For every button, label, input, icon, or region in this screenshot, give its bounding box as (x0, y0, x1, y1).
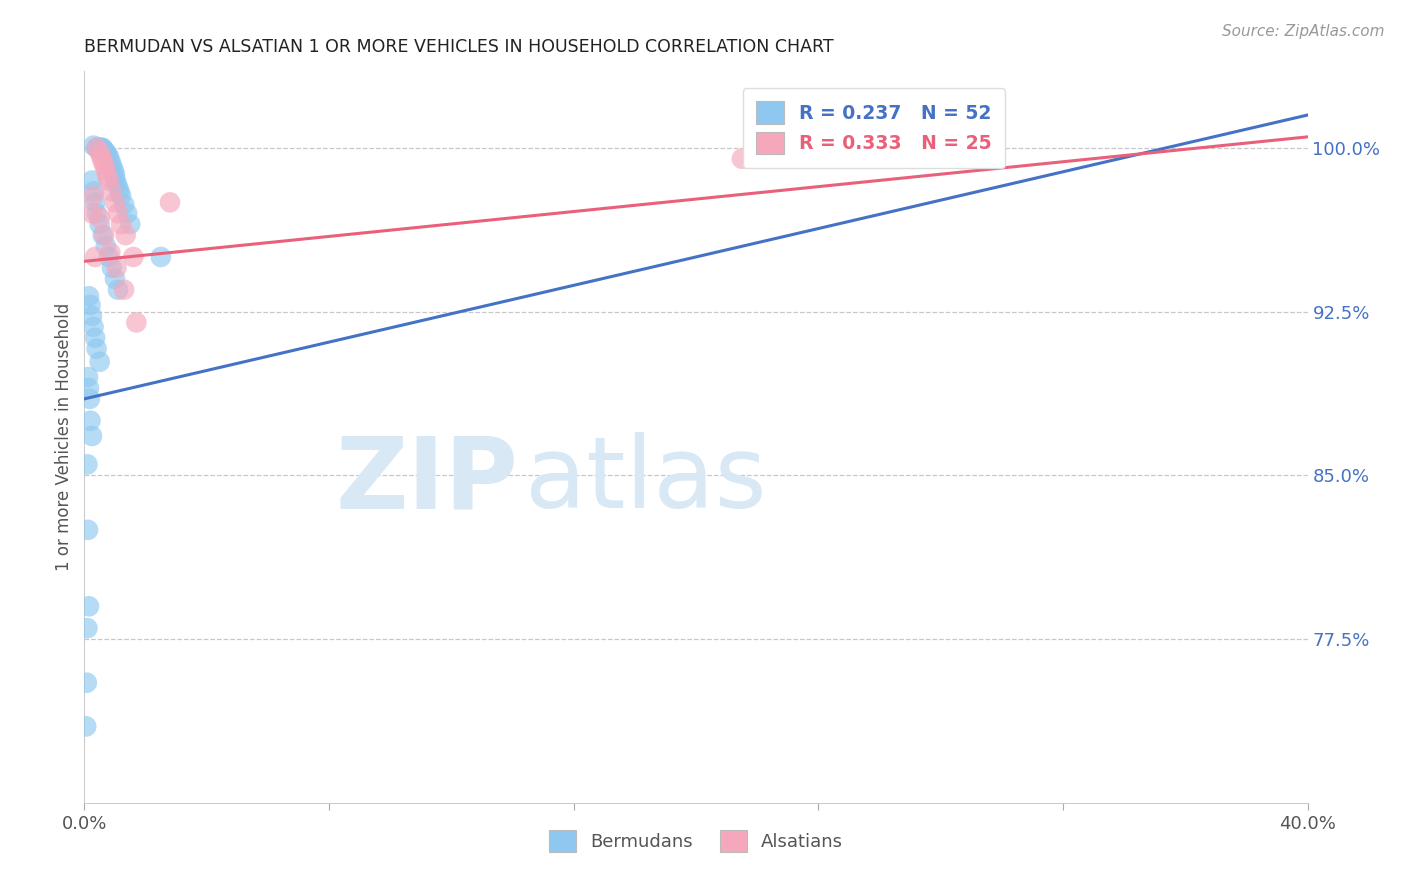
Point (89, 355, 111, 369)
Point (89, 141, 111, 155)
Point (80, 206, 103, 220)
Point (98, 245, 121, 260)
Point (94, 145, 117, 160)
Point (120, 217, 142, 231)
Point (107, 206, 129, 220)
Point (86, 141, 108, 155)
Point (110, 217, 132, 231)
Text: BERMUDAN VS ALSATIAN 1 OR MORE VEHICLES IN HOUSEHOLD CORRELATION CHART: BERMUDAN VS ALSATIAN 1 OR MORE VEHICLES … (84, 38, 834, 56)
Point (105, 260, 128, 275)
Point (91, 228, 114, 243)
Point (101, 158, 124, 172)
Point (76, 675, 98, 690)
Point (89, 217, 111, 231)
Point (84, 331, 107, 345)
Point (125, 315, 148, 329)
Point (112, 283, 135, 297)
Point (86, 141, 108, 155)
Point (93, 143, 115, 157)
Point (104, 195, 127, 210)
Point (94, 239, 117, 253)
Text: ZIP: ZIP (336, 433, 519, 530)
Point (114, 228, 136, 243)
Point (77, 381, 100, 395)
Point (104, 272, 127, 286)
Point (110, 189, 132, 203)
Point (91, 153, 114, 168)
Point (93, 158, 115, 172)
Text: Source: ZipAtlas.com: Source: ZipAtlas.com (1222, 24, 1385, 39)
Point (108, 185, 131, 199)
Point (80, 429, 103, 443)
Text: atlas: atlas (524, 433, 766, 530)
Point (97, 173, 120, 187)
Point (89, 145, 111, 160)
Point (101, 260, 124, 275)
Point (79, 392, 101, 406)
Point (79, 414, 101, 428)
Point (84, 195, 107, 210)
Point (159, 195, 181, 210)
Point (86, 342, 108, 356)
Point (104, 167, 127, 181)
Point (84, 250, 107, 264)
Point (77, 370, 100, 384)
Point (77, 599, 100, 614)
Y-axis label: 1 or more Vehicles in Household: 1 or more Vehicles in Household (55, 303, 73, 571)
Point (91, 141, 114, 155)
Point (93, 228, 115, 243)
Point (83, 189, 105, 203)
Point (83, 138, 105, 153)
Point (105, 176, 128, 190)
Point (103, 162, 125, 177)
Point (90, 141, 112, 155)
Point (79, 298, 101, 312)
Point (96, 169, 118, 183)
Point (97, 149, 120, 163)
Point (83, 185, 105, 199)
Point (107, 283, 129, 297)
Point (115, 206, 138, 220)
Point (77, 523, 100, 537)
Point (107, 180, 129, 194)
Point (86, 206, 108, 220)
Point (76, 621, 98, 635)
Point (101, 185, 124, 199)
Point (89, 211, 111, 225)
Point (80, 309, 103, 323)
Point (112, 197, 135, 211)
Point (90, 149, 112, 163)
Point (76, 458, 98, 472)
Legend: Bermudans, Alsatians: Bermudans, Alsatians (541, 823, 851, 860)
Point (149, 250, 172, 264)
Point (731, 152, 754, 166)
Point (77, 289, 100, 303)
Point (104, 171, 127, 186)
Point (89, 141, 111, 155)
Point (98, 153, 121, 168)
Point (80, 173, 103, 187)
Point (122, 250, 145, 264)
Point (75, 719, 97, 733)
Point (94, 162, 117, 177)
Point (96, 147, 118, 161)
Point (83, 319, 105, 334)
Point (97, 250, 120, 264)
